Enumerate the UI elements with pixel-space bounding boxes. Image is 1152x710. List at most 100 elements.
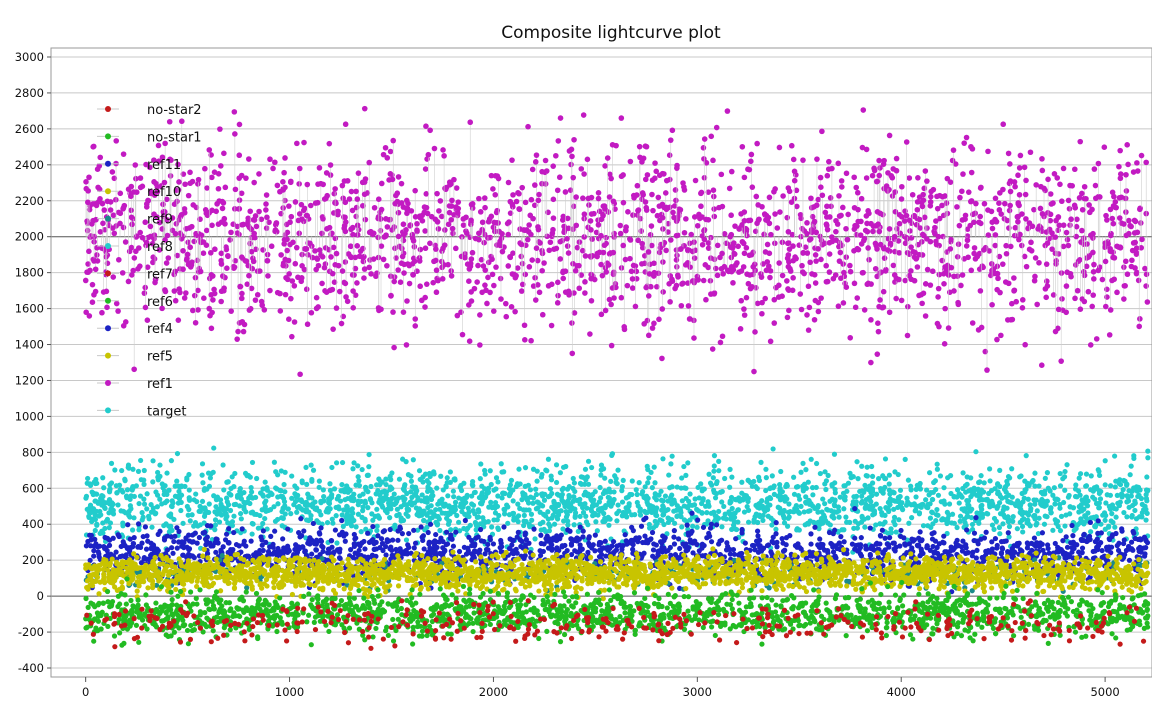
data-point-target xyxy=(553,479,560,486)
data-point-ref1 xyxy=(292,260,299,267)
data-point-ref1 xyxy=(174,252,181,259)
data-point-ref1 xyxy=(378,206,385,213)
data-point-target xyxy=(157,462,163,468)
data-point-target xyxy=(711,463,717,469)
data-point-ref1 xyxy=(139,234,146,241)
data-point-target xyxy=(760,517,766,523)
data-point-ref1 xyxy=(565,250,572,256)
data-point-ref1 xyxy=(539,168,545,175)
data-point-ref1 xyxy=(840,300,847,306)
data-point-ref1 xyxy=(526,222,532,228)
data-point-ref1 xyxy=(308,309,315,316)
data-point-ref1 xyxy=(827,214,833,220)
data-point-ref1 xyxy=(331,190,338,197)
data-point-ref1 xyxy=(1090,292,1097,298)
data-point-ref1 xyxy=(955,241,962,248)
data-point-target xyxy=(668,461,674,467)
data-point-ref1 xyxy=(193,232,200,239)
data-point-ref1 xyxy=(660,226,666,232)
data-point-target xyxy=(1006,523,1013,530)
data-point-target xyxy=(1021,495,1027,501)
data-point-ref1 xyxy=(281,169,287,176)
data-point-target xyxy=(859,515,865,521)
data-point-target xyxy=(539,471,545,478)
data-point-ref1 xyxy=(1132,239,1138,246)
data-point-ref1 xyxy=(180,247,186,254)
data-point-ref1 xyxy=(303,245,310,252)
data-point-ref1 xyxy=(633,268,640,275)
data-point-ref1 xyxy=(621,326,628,333)
data-point-target xyxy=(1057,470,1063,477)
data-point-ref1 xyxy=(877,165,883,171)
data-point-ref1 xyxy=(113,300,120,307)
data-point-ref1 xyxy=(1028,239,1034,246)
data-point-ref1 xyxy=(780,193,786,199)
data-point-ref1 xyxy=(522,199,529,206)
data-point-ref1 xyxy=(796,242,803,249)
data-point-ref1 xyxy=(1011,287,1018,294)
data-point-ref1 xyxy=(147,223,154,230)
data-point-target xyxy=(1031,513,1037,519)
data-point-ref1 xyxy=(391,274,398,280)
data-point-ref1 xyxy=(650,207,656,214)
data-point-ref1 xyxy=(282,291,289,298)
data-point-ref1 xyxy=(578,166,585,172)
data-point-ref1 xyxy=(622,227,629,234)
data-point-ref1 xyxy=(441,153,447,159)
data-point-ref1 xyxy=(85,261,91,267)
data-point-ref1 xyxy=(639,240,645,247)
data-point-ref8 xyxy=(913,486,919,492)
data-point-target xyxy=(534,478,540,484)
data-point-ref1 xyxy=(202,165,208,172)
data-point-ref1 xyxy=(94,252,100,258)
data-point-ref8 xyxy=(736,495,742,501)
data-point-ref1 xyxy=(943,200,950,206)
data-point-ref1 xyxy=(518,253,525,260)
data-point-ref1 xyxy=(244,281,251,288)
data-point-ref1 xyxy=(535,224,541,230)
data-point-target xyxy=(288,511,294,517)
data-point-ref1 xyxy=(85,199,91,206)
data-point-ref1 xyxy=(268,243,275,250)
data-point-ref1 xyxy=(387,148,394,155)
data-point-ref1 xyxy=(341,225,347,232)
data-point-target xyxy=(431,469,437,475)
data-point-target xyxy=(1126,488,1132,494)
data-point-ref1 xyxy=(990,266,997,272)
data-point-ref1 xyxy=(589,253,596,259)
data-point-ref1 xyxy=(652,175,658,182)
data-point-ref1 xyxy=(922,281,929,287)
data-point-target xyxy=(1001,486,1008,492)
data-point-ref1 xyxy=(339,182,346,189)
data-point-ref1 xyxy=(185,239,191,246)
data-point-ref1 xyxy=(162,140,168,147)
data-point-ref1 xyxy=(218,250,225,257)
data-point-ref1 xyxy=(354,280,360,286)
data-point-target xyxy=(879,512,885,518)
data-point-ref1 xyxy=(86,248,92,255)
data-point-ref1 xyxy=(663,247,669,254)
data-point-target xyxy=(199,461,206,467)
data-point-ref1 xyxy=(981,200,988,207)
data-point-target xyxy=(666,472,672,478)
chart-title: Composite lightcurve plot xyxy=(501,23,721,43)
data-point-target xyxy=(416,468,423,474)
data-point-target xyxy=(711,489,717,496)
data-point-ref1 xyxy=(570,174,577,181)
data-point-ref1 xyxy=(686,316,693,322)
data-point-ref1 xyxy=(479,219,486,226)
data-point-ref1 xyxy=(294,140,300,147)
data-point-ref1 xyxy=(939,194,946,200)
data-point-target xyxy=(129,527,136,533)
data-point-ref1 xyxy=(1102,303,1109,310)
data-point-target xyxy=(660,456,666,462)
data-point-ref1 xyxy=(427,240,433,247)
data-point-ref1 xyxy=(799,269,806,275)
data-point-ref1 xyxy=(772,186,778,192)
data-point-ref1 xyxy=(180,266,186,273)
data-point-ref1 xyxy=(395,209,402,216)
data-point-target xyxy=(978,473,984,479)
data-point-target xyxy=(727,466,733,473)
data-point-target xyxy=(172,483,178,489)
data-point-ref1 xyxy=(178,235,185,242)
